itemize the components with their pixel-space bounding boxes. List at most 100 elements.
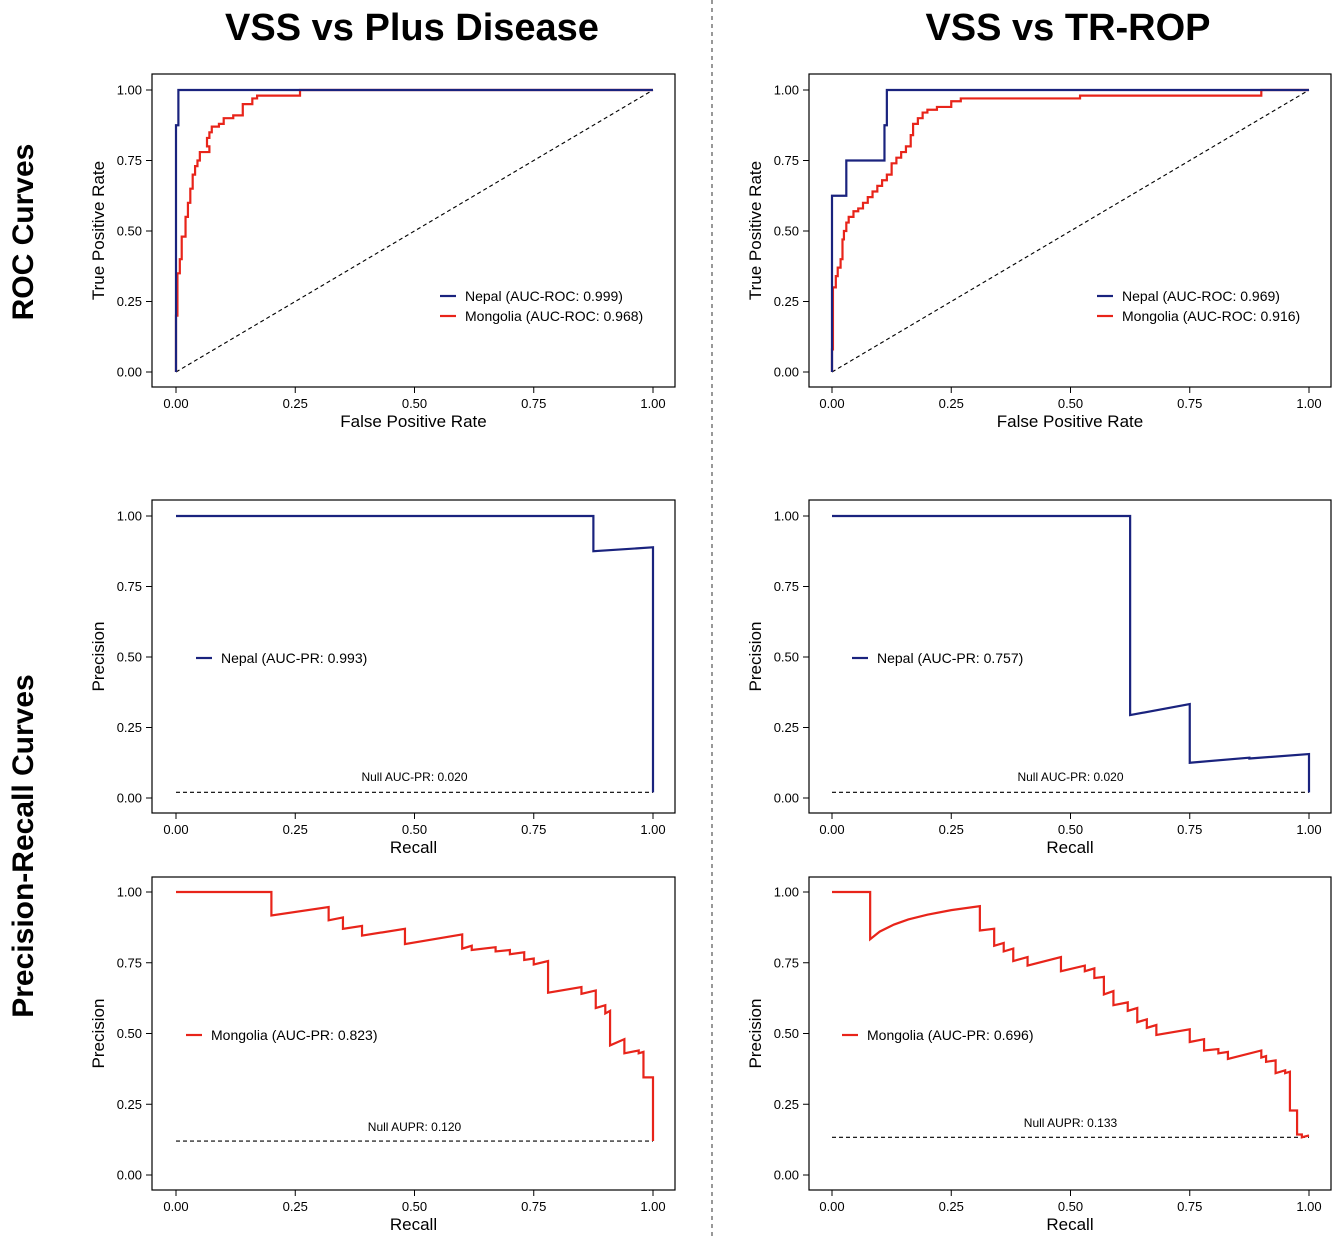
x-tick-label: 0.75 (521, 822, 546, 837)
null-baseline-label: Null AUPR: 0.133 (1024, 1116, 1118, 1130)
x-tick-label: 0.25 (939, 1199, 964, 1214)
y-tick-label: 1.00 (774, 83, 799, 98)
x-axis-label: Recall (390, 1215, 437, 1234)
x-tick-label: 1.00 (1296, 822, 1321, 837)
panels: 0.00 0.00 0.25 0.25 0.50 0.50 0.75 0.75 1.00 1.00… (89, 73, 1332, 1234)
chart-panel-pr-mongolia-tr: 0.00 0.00 0.25 0.25 0.50 0.50 0.75 0.75 1.00 1.00… (746, 876, 1332, 1234)
x-tick-label: 0.25 (283, 396, 308, 411)
legend-label-nepal: Nepal (AUC-PR: 0.757) (877, 650, 1023, 666)
y-tick-label: 0.50 (774, 1026, 799, 1041)
x-tick-label: 1.00 (1296, 396, 1321, 411)
y-tick-label: 0.50 (117, 650, 142, 665)
y-axis-label: True Positive Rate (89, 161, 108, 300)
y-tick-label: 1.00 (117, 83, 142, 98)
x-tick-label: 0.00 (819, 396, 844, 411)
x-tick-label: 0.25 (283, 1199, 308, 1214)
y-axis-label: Precision (89, 999, 108, 1069)
y-tick-label: 0.75 (774, 579, 799, 594)
y-tick-label: 1.00 (117, 885, 142, 900)
x-tick-label: 0.50 (402, 1199, 427, 1214)
series-line-mongolia (830, 88, 1309, 372)
x-tick-label: 0.25 (939, 822, 964, 837)
y-tick-label: 0.00 (774, 1168, 799, 1183)
y-tick-label: 0.75 (117, 153, 142, 168)
legend: Mongolia (AUC-PR: 0.823) (186, 1027, 378, 1043)
series-line-mongolia (176, 890, 655, 1142)
x-axis-label: False Positive Rate (340, 412, 486, 431)
null-baseline-label: Null AUPR: 0.120 (368, 1120, 462, 1134)
x-tick-label: 0.75 (521, 396, 546, 411)
null-baseline-label: Null AUC-PR: 0.020 (361, 770, 467, 784)
x-tick-label: 0.00 (819, 822, 844, 837)
x-tick-label: 0.00 (163, 822, 188, 837)
y-axis-label: Precision (746, 622, 765, 692)
y-tick-label: 1.00 (774, 509, 799, 524)
x-tick-label: 1.00 (1296, 1199, 1321, 1214)
y-tick-label: 0.00 (117, 1168, 142, 1183)
x-tick-label: 0.75 (521, 1199, 546, 1214)
null-baseline-label: Null AUC-PR: 0.020 (1017, 770, 1123, 784)
x-axis-label: Recall (1046, 838, 1093, 857)
y-tick-label: 0.25 (117, 294, 142, 309)
legend-label-nepal: Nepal (AUC-ROC: 0.999) (465, 288, 623, 304)
y-tick-label: 0.00 (117, 365, 142, 380)
series-line-mongolia (832, 890, 1310, 1139)
row-title-pr: Precision-Recall Curves (7, 674, 40, 1018)
y-tick-label: 0.25 (117, 1097, 142, 1112)
x-tick-label: 0.00 (163, 1199, 188, 1214)
legend: Nepal (AUC-PR: 0.993) (196, 650, 367, 666)
y-tick-label: 0.00 (774, 365, 799, 380)
x-tick-label: 0.50 (402, 822, 427, 837)
x-tick-label: 0.75 (1177, 396, 1202, 411)
series-line-nepal (176, 514, 655, 793)
x-tick-label: 0.50 (402, 396, 427, 411)
y-tick-label: 0.75 (774, 153, 799, 168)
y-tick-label: 0.75 (117, 955, 142, 970)
y-axis-label: Precision (746, 999, 765, 1069)
x-tick-label: 0.50 (1058, 396, 1083, 411)
legend-label-mongolia: Mongolia (AUC-PR: 0.823) (211, 1027, 378, 1043)
chart-panel-pr-nepal-tr: 0.00 0.00 0.25 0.25 0.50 0.50 0.75 0.75 1.00 1.00… (746, 499, 1332, 857)
column-title-plus-disease: VSS vs Plus Disease (225, 7, 599, 49)
y-tick-label: 0.25 (774, 1097, 799, 1112)
legend-label-nepal: Nepal (AUC-ROC: 0.969) (1122, 288, 1280, 304)
y-tick-label: 0.25 (117, 720, 142, 735)
legend-label-mongolia: Mongolia (AUC-ROC: 0.968) (465, 308, 643, 324)
series-line-nepal (830, 88, 1309, 372)
x-axis-label: False Positive Rate (997, 412, 1143, 431)
x-axis-label: Recall (1046, 1215, 1093, 1234)
chart-panel-pr-mongolia-plus: 0.00 0.00 0.25 0.25 0.50 0.50 0.75 0.75 1.00 1.00… (89, 876, 676, 1234)
x-tick-label: 0.00 (163, 396, 188, 411)
x-tick-label: 0.75 (1177, 1199, 1202, 1214)
chart-panel-pr-nepal-plus: 0.00 0.00 0.25 0.25 0.50 0.50 0.75 0.75 1.00 1.00… (89, 499, 676, 857)
x-tick-label: 0.50 (1058, 1199, 1083, 1214)
y-tick-label: 0.50 (117, 224, 142, 239)
reference-diagonal (175, 89, 654, 373)
y-tick-label: 0.25 (774, 720, 799, 735)
series-line-nepal (174, 88, 653, 372)
y-tick-label: 1.00 (774, 885, 799, 900)
y-tick-label: 0.00 (774, 791, 799, 806)
series-line-nepal (832, 514, 1311, 793)
legend: Mongolia (AUC-PR: 0.696) (842, 1027, 1034, 1043)
y-tick-label: 0.50 (774, 650, 799, 665)
x-tick-label: 0.25 (939, 396, 964, 411)
y-axis-label: Precision (89, 622, 108, 692)
x-tick-label: 1.00 (640, 396, 665, 411)
x-tick-label: 0.50 (1058, 822, 1083, 837)
legend: Nepal (AUC-ROC: 0.969) Mongolia (AUC-ROC:… (1097, 288, 1300, 324)
column-title-tr-rop: VSS vs TR-ROP (925, 7, 1210, 49)
legend-label-nepal: Nepal (AUC-PR: 0.993) (221, 650, 367, 666)
series-line-mongolia (174, 88, 653, 372)
reference-diagonal (831, 89, 1310, 373)
row-title-roc: ROC Curves (7, 144, 40, 321)
y-tick-label: 0.75 (117, 579, 142, 594)
y-tick-label: 0.50 (117, 1026, 142, 1041)
chart-panel-roc-tr: 0.00 0.00 0.25 0.25 0.50 0.50 0.75 0.75 1.00 1.00… (746, 73, 1332, 431)
y-tick-label: 1.00 (117, 509, 142, 524)
chart-panel-roc-plus: 0.00 0.00 0.25 0.25 0.50 0.50 0.75 0.75 1.00 1.00… (89, 73, 676, 431)
x-tick-label: 0.25 (283, 822, 308, 837)
legend: Nepal (AUC-PR: 0.757) (852, 650, 1023, 666)
